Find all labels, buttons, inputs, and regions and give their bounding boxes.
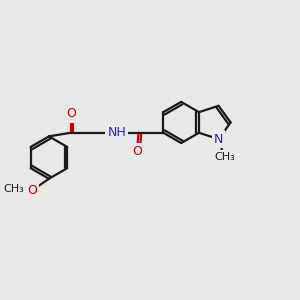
Text: NH: NH <box>107 126 126 139</box>
Text: O: O <box>27 184 37 197</box>
Text: O: O <box>66 107 76 121</box>
Text: N: N <box>214 133 223 146</box>
Text: CH₃: CH₃ <box>214 152 235 162</box>
Text: O: O <box>132 145 142 158</box>
Text: CH₃: CH₃ <box>3 184 24 194</box>
